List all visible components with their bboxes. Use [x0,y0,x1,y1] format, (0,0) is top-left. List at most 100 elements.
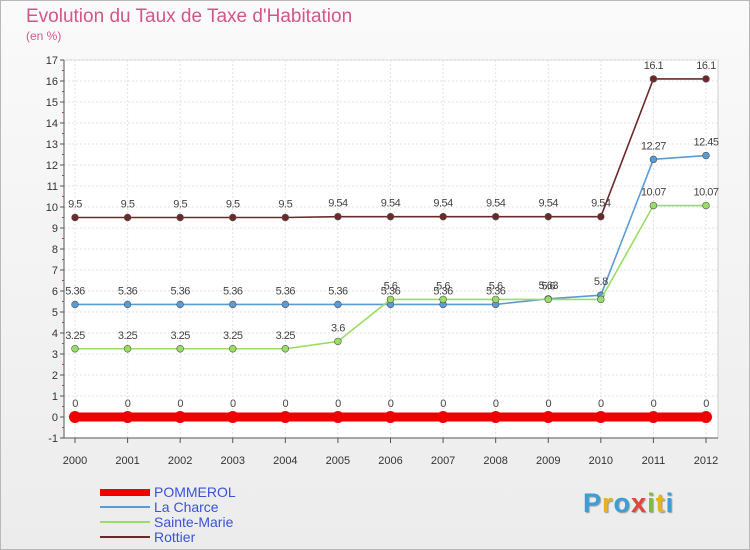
data-label: 9.54 [328,198,348,210]
data-point [229,345,237,353]
data-point [71,345,79,353]
data-point [334,212,342,221]
y-tick-label: -1 [48,433,58,445]
y-tick-label: 12 [46,160,58,172]
data-point [439,212,447,221]
data-label: 9.54 [486,198,506,210]
x-tick-label: 2008 [483,455,507,467]
logo-letter: x [631,488,648,518]
data-point [702,75,710,83]
y-tick-label: 8 [52,244,58,256]
data-label: 9.5 [226,199,240,211]
data-label: 10.07 [641,187,666,199]
x-tick-label: 2009 [536,455,560,467]
data-point [71,213,79,222]
data-label: 5.36 [381,285,401,297]
data-point [489,411,502,423]
data-point [594,411,607,423]
data-point [281,213,290,222]
legend-label: Sainte-Marie [154,514,234,530]
data-point [491,295,500,304]
data-point [437,411,450,423]
data-label: 0 [335,398,341,410]
legend-label: POMMEROL [154,484,236,500]
data-label: 12.45 [693,137,718,149]
x-tick-label: 2006 [378,455,402,467]
chart-subtitle: (en %) [26,29,62,43]
data-point [281,300,290,309]
y-tick-label: 9 [52,223,58,235]
chart-title: Evolution du Taux de Taxe d'Habitation [26,6,353,27]
y-tick-label: 0 [52,412,58,424]
data-label: 5.63 [539,280,559,292]
legend-swatch [100,521,150,523]
data-point [647,411,660,423]
y-tick-label: 10 [46,202,58,214]
data-label: 0 [283,398,289,410]
x-tick-label: 2003 [221,455,245,467]
data-label: 9.5 [278,199,292,211]
data-point [700,411,712,423]
x-tick-label: 2000 [63,455,87,467]
data-label: 9.54 [433,198,453,210]
data-label: 5.6 [436,280,450,292]
data-point [597,295,605,304]
legend-swatch [100,536,150,538]
data-point [597,212,605,221]
data-point [544,212,552,221]
y-tick-label: 7 [52,265,58,277]
logo-letter: o [613,488,632,518]
data-label: 9.5 [173,199,187,211]
data-point [281,345,290,353]
x-tick-label: 2012 [694,455,718,467]
data-label: 3.25 [118,330,138,342]
data-label: 5.36 [223,285,243,297]
data-label: 5.36 [118,285,138,297]
data-point [702,201,710,210]
legend-label: La Charce [154,499,219,515]
data-label: 3.25 [223,330,243,342]
data-point [542,411,555,423]
data-label: 0 [177,398,183,410]
data-point [386,295,395,304]
data-label: 5.6 [489,280,503,292]
data-point [544,295,552,304]
data-label: 0 [388,398,394,410]
data-label: 5.36 [433,285,453,297]
data-point [176,300,184,309]
data-label: 5.6 [541,280,555,292]
data-point [702,151,710,160]
data-point [334,300,342,309]
data-point [386,212,395,221]
y-tick-label: 2 [52,370,58,382]
data-point [279,411,292,423]
data-label: 5.36 [486,285,506,297]
y-tick-label: 4 [52,328,58,340]
legend-label: Rottier [154,529,196,545]
data-label: 0 [598,398,604,410]
data-label: 3.25 [170,330,190,342]
data-point [176,213,184,222]
data-label: 16.1 [696,60,716,72]
data-label: 0 [493,398,499,410]
data-point [439,295,447,304]
data-label: 10.07 [693,187,718,199]
data-label: 5.36 [170,285,190,297]
data-point [121,411,134,423]
data-label: 3.25 [65,330,85,342]
data-label: 5.36 [65,285,85,297]
y-tick-label: 6 [52,286,58,298]
y-tick-label: 15 [46,97,58,109]
data-label: 0 [545,398,551,410]
legend-swatch [100,506,150,508]
data-label: 0 [440,398,446,410]
data-point [384,411,397,423]
data-label: 5.6 [384,280,398,292]
y-tick-label: 14 [46,118,58,130]
data-point [176,345,184,353]
x-tick-label: 2011 [642,455,666,467]
data-point [123,213,132,222]
data-point [331,411,344,423]
x-tick-label: 2004 [273,455,297,467]
